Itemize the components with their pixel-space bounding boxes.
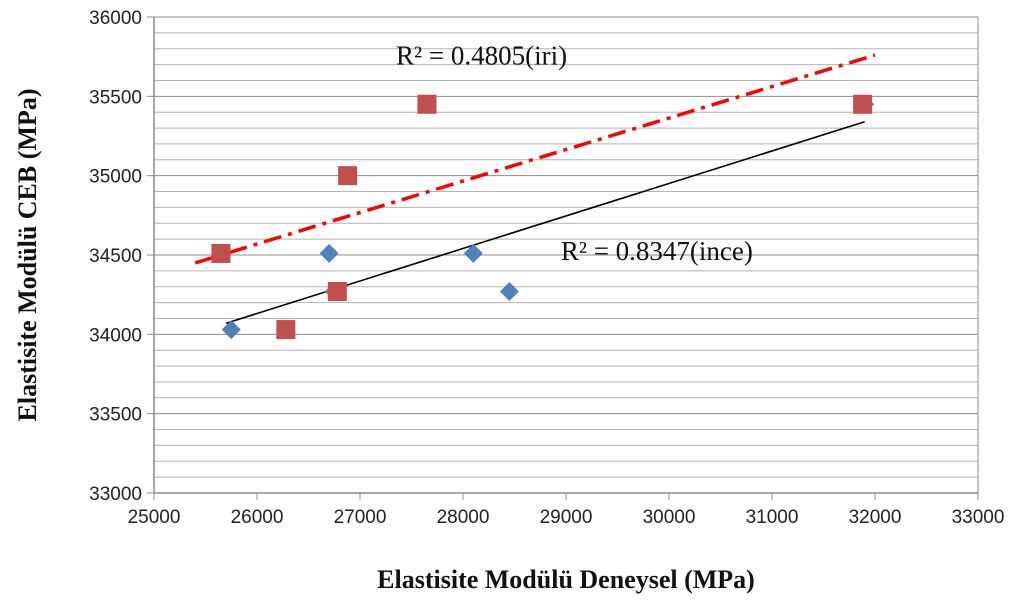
y-tick-label: 33000 <box>89 484 142 505</box>
y-tick-label: 36000 <box>89 8 142 29</box>
gridlines <box>154 16 979 493</box>
x-tick-label: 31000 <box>746 507 799 528</box>
y-tick-label: 35500 <box>89 87 142 108</box>
series-2-point <box>853 94 873 114</box>
x-tick-labels: 25000 26000 27000 28000 29000 30000 31000 32000… <box>128 507 1005 528</box>
series-1-point <box>499 281 519 301</box>
x-tick-label: 29000 <box>540 507 593 528</box>
y-tick-label: 33500 <box>89 405 142 426</box>
x-axis-title: Elastisite Modülü Deneysel (MPa) <box>377 565 755 594</box>
series-2-point <box>338 166 358 186</box>
y-tick-labels: 33000 33500 34000 34500 35000 35500 36000 <box>89 8 142 505</box>
x-tick-label: 26000 <box>231 507 284 528</box>
series-1-point <box>463 243 483 263</box>
y-tick-label: 35000 <box>89 167 142 188</box>
series-2-point <box>417 94 437 114</box>
y-axis-title: Elastisite Modülü CEB (MPa) <box>13 89 42 422</box>
series-2-point <box>327 281 347 301</box>
r-squared-annotation: R² = 0.8347(ince) <box>561 236 753 266</box>
x-tick-label: 32000 <box>849 507 902 528</box>
x-tick-label: 25000 <box>128 507 181 528</box>
y-tick-label: 34000 <box>89 325 142 346</box>
axes <box>147 16 979 500</box>
series-1-point <box>221 320 241 340</box>
x-tick-label: 33000 <box>952 507 1005 528</box>
r-squared-annotation: R² = 0.4805(iri) <box>396 41 567 71</box>
series-2-point <box>211 243 231 263</box>
annotations: R² = 0.4805(iri) R² = 0.8347(ince) <box>396 41 753 266</box>
x-tick-label: 30000 <box>643 507 696 528</box>
x-tick-label: 28000 <box>437 507 490 528</box>
series-1-point <box>319 243 339 263</box>
y-tick-label: 34500 <box>89 246 142 267</box>
trendline-2 <box>194 53 876 265</box>
x-tick-label: 27000 <box>334 507 387 528</box>
series-2-point <box>276 320 296 340</box>
data-points <box>211 94 875 340</box>
